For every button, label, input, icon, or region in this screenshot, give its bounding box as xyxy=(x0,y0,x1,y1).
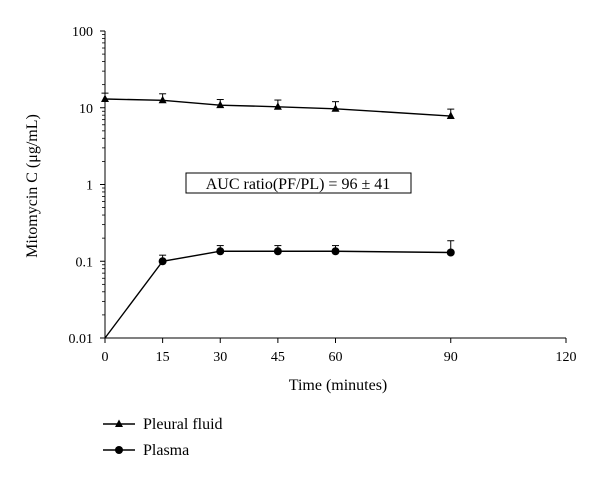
y-tick-label: 10 xyxy=(79,102,93,117)
x-tick-label: 60 xyxy=(329,350,343,365)
x-tick-label: 120 xyxy=(556,350,577,365)
data-point-circle xyxy=(331,247,340,256)
data-point-triangle xyxy=(273,102,282,110)
legend-label: Plasma xyxy=(143,442,189,459)
annotation-box: AUC ratio(PF/PL) = 96 ± 41 xyxy=(185,172,412,194)
data-point-circle xyxy=(273,247,282,256)
x-tick-label: 30 xyxy=(213,350,227,365)
y-tick-label: 1 xyxy=(86,179,93,194)
x-tick-label: 45 xyxy=(271,350,285,365)
legend-label: Pleural fluid xyxy=(143,416,223,433)
series-line xyxy=(104,250,451,339)
x-axis-ticks: 0 15 30 45 60 90 120 xyxy=(102,338,577,365)
annotation-text: AUC ratio(PF/PL) = 96 ± 41 xyxy=(206,176,390,193)
plot-area xyxy=(101,92,455,339)
legend-marker-triangle xyxy=(115,419,123,427)
legend-item-pleural-fluid: Pleural fluid xyxy=(103,416,223,433)
y-tick-label: 0.1 xyxy=(76,255,94,270)
y-axis-title: Mitomycin C (μg/mL) xyxy=(24,114,41,258)
y-axis-ticks: 0.01 0.1 1 10 100 xyxy=(69,25,105,347)
series-line xyxy=(104,98,451,117)
x-tick-label: 0 xyxy=(102,350,109,365)
data-point-triangle xyxy=(331,104,340,112)
series-pleural-fluid xyxy=(101,92,455,120)
y-tick-label: 0.01 xyxy=(69,332,94,347)
x-tick-label: 15 xyxy=(156,350,170,365)
data-point-triangle xyxy=(101,94,109,103)
y-tick-label: 100 xyxy=(72,25,93,40)
x-axis-title: Time (minutes) xyxy=(289,377,388,394)
legend-item-plasma: Plasma xyxy=(103,442,189,459)
series-plasma xyxy=(104,240,455,339)
data-point-circle xyxy=(216,247,225,256)
data-point-triangle xyxy=(216,100,225,109)
x-tick-label: 90 xyxy=(444,350,458,365)
data-point-triangle xyxy=(446,111,455,120)
legend-marker-circle xyxy=(115,446,123,454)
legend: Pleural fluid Plasma xyxy=(103,416,223,459)
data-point-circle xyxy=(158,257,167,266)
data-point-circle xyxy=(446,248,455,257)
data-point-triangle xyxy=(158,95,167,104)
